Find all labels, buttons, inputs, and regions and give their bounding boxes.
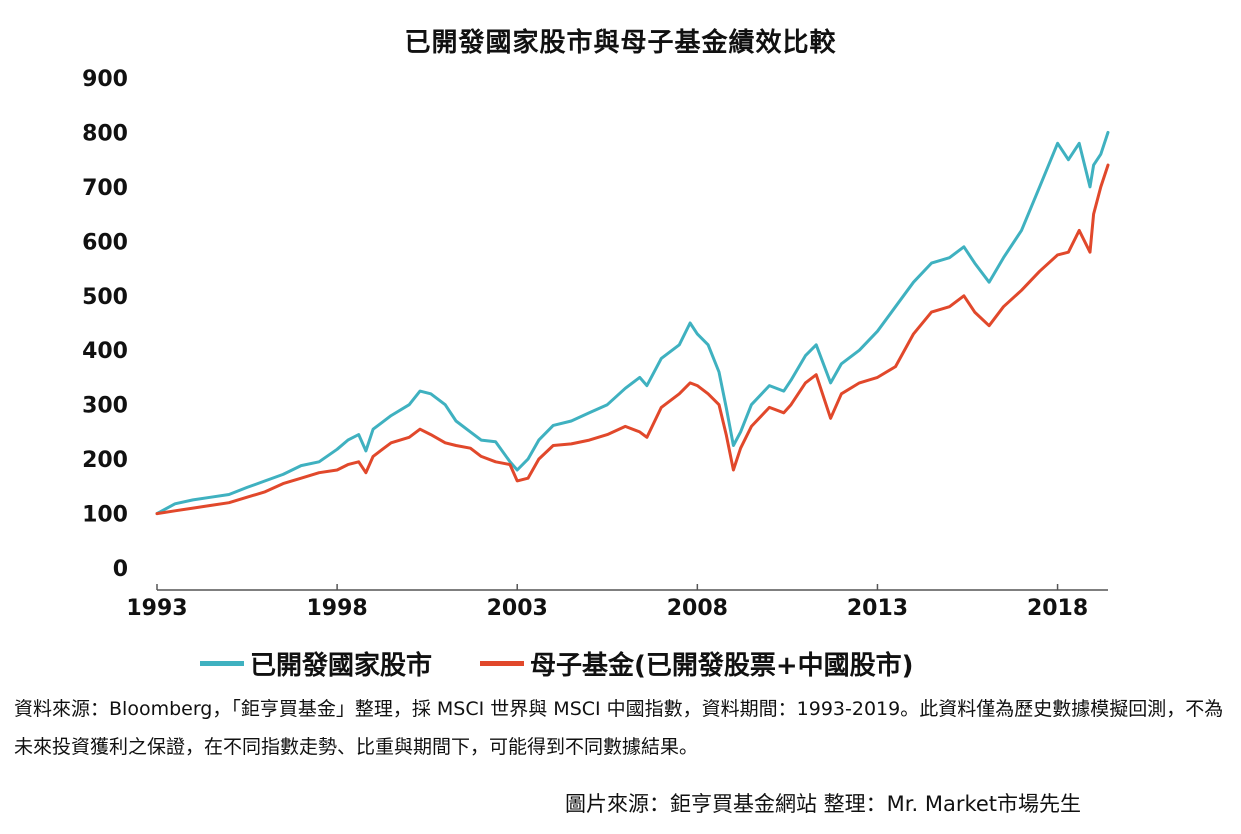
legend-item-parent-child-fund: 母子基金(已開發股票+中國股市) — [480, 645, 914, 682]
y-axis: 0 100 200 300 400 500 600 700 800 900 — [82, 67, 128, 582]
image-source-credit: 圖片來源：鉅亨買基金網站 整理：Mr. Market市場先生 — [565, 792, 1082, 816]
y-tick-label: 800 — [82, 121, 128, 146]
x-tick-label: 1993 — [126, 596, 187, 621]
x-tick-label: 2008 — [667, 596, 728, 621]
legend-swatch-red — [480, 660, 525, 666]
data-source-note: 資料來源：Bloomberg，「鉅亨買基金」整理，採 MSCI 世界與 MSCI… — [14, 698, 1224, 758]
legend-label-developed-markets: 已開發國家股市 — [250, 650, 433, 681]
plot-area — [155, 130, 1110, 516]
y-tick-label: 900 — [82, 67, 128, 92]
x-tick-label: 2018 — [1027, 596, 1088, 621]
y-tick-label: 100 — [82, 503, 128, 528]
x-tick-label: 2003 — [487, 596, 548, 621]
y-tick-label: 400 — [82, 339, 128, 364]
y-tick-label: 300 — [82, 394, 128, 419]
y-tick-label: 500 — [82, 285, 128, 310]
y-tick-label: 0 — [113, 557, 128, 582]
x-axis: 1993 1998 2003 2008 2013 2018 — [126, 584, 1108, 621]
y-tick-label: 700 — [82, 176, 128, 201]
legend-swatch-teal — [200, 660, 244, 666]
series-line-parent-child-fund — [155, 163, 1110, 516]
line-chart: 0 100 200 300 400 500 600 700 800 900 1993 1998 200… — [82, 67, 1110, 621]
series-line-developed-markets — [155, 130, 1110, 516]
y-tick-label: 600 — [82, 230, 128, 255]
legend: 已開發國家股市 母子基金(已開發股票+中國股市) — [200, 645, 962, 681]
x-tick-label: 1998 — [306, 596, 367, 621]
y-tick-label: 200 — [82, 448, 128, 473]
legend-item-developed-markets: 已開發國家股市 — [200, 645, 432, 682]
x-tick-label: 2013 — [847, 596, 908, 621]
chart-title: 已開發國家股市與母子基金績效比較 — [404, 28, 837, 58]
legend-label-parent-child-fund: 母子基金(已開發股票+中國股市) — [530, 650, 914, 681]
